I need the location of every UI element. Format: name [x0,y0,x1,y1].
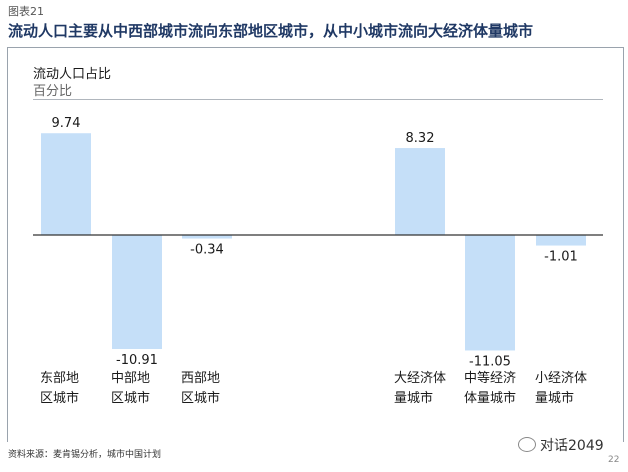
category-label: 量城市 [394,390,433,406]
value-label: -10.91 [116,353,158,368]
value-label: 8.32 [406,131,435,146]
page-number: 22 [608,455,620,465]
category-label: 中部地 [111,371,150,386]
value-label: -11.05 [469,354,511,369]
category-label: 小经济体 [535,371,587,386]
brand-watermark: 对话2049 [518,435,604,455]
category-label: 量城市 [535,390,574,406]
bar [536,235,586,246]
value-label: 9.74 [52,116,81,131]
value-label: -1.01 [544,250,578,265]
top-divider [7,47,624,48]
left-border [7,47,8,442]
category-label: 东部地 [40,371,79,386]
bar [182,235,232,239]
bars-group [41,133,586,351]
source-note: 资料来源：麦肯锡分析，城市中国计划 [8,450,162,460]
category-label: 区城市 [111,390,150,406]
value-label: -0.34 [190,243,224,258]
category-label: 西部地 [181,371,220,386]
chart-headline: 流动人口主要从中西部城市流向东部地区城市，从中小城市流向大经济体量城市 [8,22,534,40]
category-label: 大经济体 [394,371,446,386]
category-label: 体量城市 [464,390,516,406]
brand-text: 对话2049 [540,438,604,454]
chart-subtitle: 百分比 [33,84,73,99]
category-label: 区城市 [181,390,220,406]
chat-bubble-icon [518,437,536,452]
bar [41,133,91,235]
chart-title: 流动人口占比 [33,67,112,82]
title-divider [33,99,603,100]
figure-label: 图表21 [8,5,44,18]
right-border [623,47,624,442]
bar [395,148,445,235]
bar [112,235,162,350]
value-labels-group: 9.74 -10.91 -0.34 8.32 -11.05 -1.01 [52,116,578,369]
category-label: 区城市 [40,390,79,406]
category-label: 中等经济 [464,370,516,386]
bar [465,235,515,351]
